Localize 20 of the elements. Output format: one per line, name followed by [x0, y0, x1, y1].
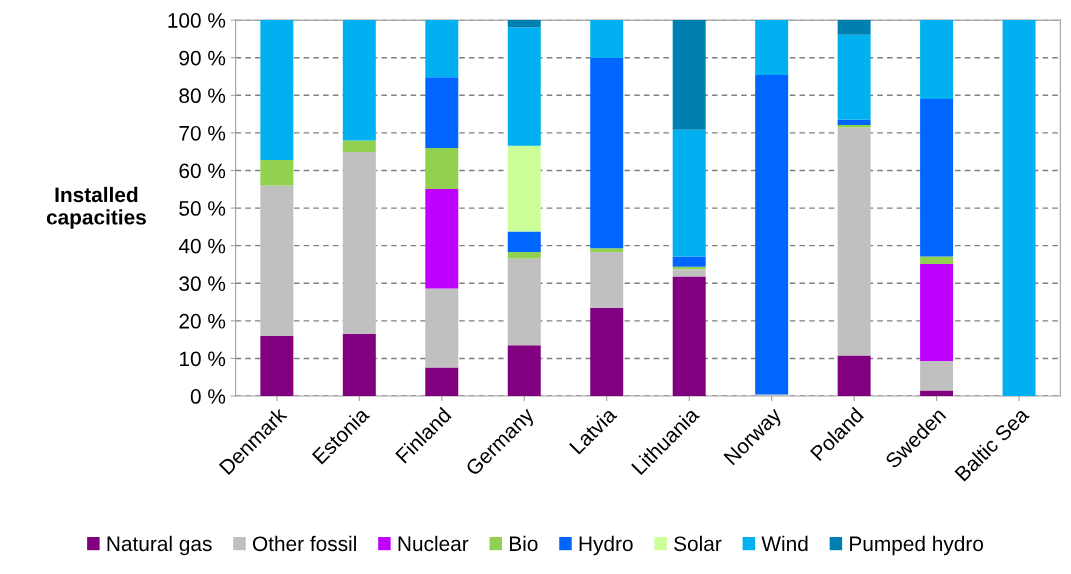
y-tick-label: 30 %	[179, 276, 226, 292]
legend-label: Pumped hydro	[850, 535, 984, 556]
legend-label: Natural gas	[107, 535, 212, 556]
y-tick-label: 60 %	[179, 163, 226, 179]
y-axis-title: Installed capacities	[46, 186, 146, 229]
y-tick-label: 90 %	[179, 50, 226, 66]
legend-label: Hydro	[579, 535, 633, 556]
y-tick-label: 50 %	[179, 201, 226, 216]
y-tick-label: 70 %	[179, 125, 226, 141]
legend-label: Bio	[509, 535, 538, 552]
legend-label: Solar	[674, 535, 722, 552]
y-tick-label: 100 %	[168, 13, 226, 28]
legend-label: Wind	[761, 535, 808, 552]
legend-label: Other fossil	[252, 535, 356, 552]
y-tick-label: 20 %	[179, 313, 226, 329]
y-tick-label: 40 %	[178, 238, 226, 254]
y-tick-label: 0 %	[190, 389, 226, 404]
legend-label: Nuclear	[398, 535, 469, 552]
y-tick-label: 10 %	[180, 351, 226, 367]
y-tick-label: 80 %	[179, 88, 226, 104]
